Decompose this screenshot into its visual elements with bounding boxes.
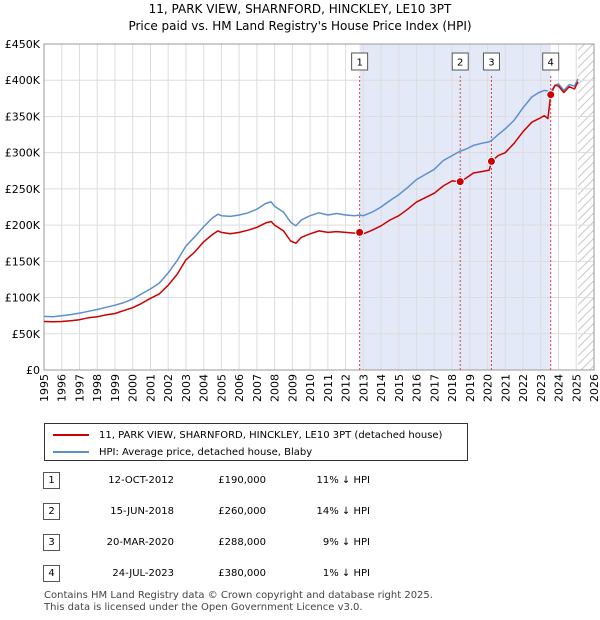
sale-marker-box	[451, 52, 469, 71]
forecast-region	[578, 44, 594, 370]
x-tick-label: 2011	[322, 374, 335, 402]
transaction-hpi-diff: 11% ↓ HPI	[316, 475, 370, 486]
sale-point	[486, 156, 496, 166]
x-tick-label: 2010	[304, 374, 317, 402]
y-tick-label: £350K	[5, 110, 41, 123]
transaction-row: 1 12-OCT-2012 £190,000 11% ↓ HPI	[0, 472, 600, 492]
y-tick-label: £250K	[5, 183, 41, 196]
x-tick-label: 1999	[109, 374, 122, 402]
x-tick-label: 1996	[56, 374, 69, 402]
transaction-row: 2 15-JUN-2018 £260,000 14% ↓ HPI	[0, 503, 600, 523]
y-tick-label: £450K	[5, 38, 41, 51]
sale-marker-label: 4	[548, 58, 554, 69]
footer-licence: This data is licensed under the Open Gov…	[44, 602, 363, 613]
x-tick-label: 2022	[517, 374, 530, 402]
x-tick-label: 2018	[446, 374, 459, 402]
y-tick-label: £400K	[5, 74, 41, 87]
transaction-number: 2	[43, 503, 60, 520]
sale-marker-label: 3	[488, 58, 494, 69]
sale-point	[546, 90, 556, 100]
y-tick-label: £300K	[5, 147, 41, 160]
x-tick-label: 2026	[588, 374, 600, 402]
y-tick-label: £200K	[5, 219, 41, 232]
hpi-line	[43, 78, 579, 318]
transaction-number: 1	[43, 472, 60, 489]
sale-marker-box	[351, 52, 369, 71]
transaction-date: 20-MAR-2020	[106, 537, 174, 548]
legend-line-property	[53, 434, 89, 436]
transaction-price: £260,000	[218, 506, 266, 517]
x-tick-label: 2001	[144, 374, 157, 402]
x-tick-label: 2021	[499, 374, 512, 402]
transaction-number: 4	[43, 565, 60, 582]
transaction-row: 3 20-MAR-2020 £288,000 9% ↓ HPI	[0, 534, 600, 554]
x-tick-label: 2009	[286, 374, 299, 402]
legend-item-property: 11, PARK VIEW, SHARNFORD, HINCKLEY, LE10…	[53, 427, 442, 443]
transaction-date: 15-JUN-2018	[110, 506, 174, 517]
legend-label-hpi: HPI: Average price, detached house, Blab…	[99, 446, 313, 458]
x-tick-label: 2005	[215, 374, 228, 402]
x-tick-label: 2016	[411, 374, 424, 402]
y-tick-label: £0	[26, 364, 40, 377]
x-tick-label: 2017	[428, 374, 441, 402]
y-tick-label: £150K	[5, 255, 41, 268]
x-tick-label: 2000	[127, 374, 140, 402]
y-tick-label: £100K	[5, 292, 41, 305]
x-tick-label: 2014	[375, 374, 388, 402]
sale-marker-box	[542, 52, 560, 71]
legend: 11, PARK VIEW, SHARNFORD, HINCKLEY, LE10…	[44, 423, 468, 461]
legend-line-hpi	[53, 451, 89, 453]
property-price-line	[43, 81, 579, 323]
transaction-hpi-diff: 1% ↓ HPI	[322, 568, 370, 579]
transaction-number: 3	[43, 534, 60, 551]
sale-marker-label: 2	[457, 58, 463, 69]
y-tick-label: £50K	[12, 328, 41, 341]
price-chart: £0 £50K £100K £150K £200K £250K £300K £350K £400…	[5, 38, 600, 402]
x-tick-label: 2023	[535, 374, 548, 402]
x-tick-label: 2025	[570, 374, 583, 402]
transaction-price: £288,000	[218, 537, 266, 548]
sale-point	[355, 227, 365, 237]
sale-marker-box	[482, 52, 500, 71]
x-tick-label: 2007	[251, 374, 264, 402]
plot-frame	[43, 43, 595, 371]
transaction-hpi-diff: 14% ↓ HPI	[316, 506, 370, 517]
transaction-row: 4 24-JUL-2023 £380,000 1% ↓ HPI	[0, 565, 600, 585]
transaction-hpi-diff: 9% ↓ HPI	[322, 537, 370, 548]
chart-subtitle: Price paid vs. HM Land Registry's House …	[128, 19, 472, 33]
x-tick-label: 2006	[233, 374, 246, 402]
legend-label-property: 11, PARK VIEW, SHARNFORD, HINCKLEY, LE10…	[99, 429, 443, 441]
x-tick-label: 2003	[180, 374, 193, 402]
shaded-region	[359, 44, 551, 370]
x-tick-label: 2008	[269, 374, 282, 402]
footer-copyright: Contains HM Land Registry data © Crown c…	[44, 590, 433, 601]
footer: Contains HM Land Registry data © Crown c…	[44, 590, 433, 614]
sale-marker-label: 1	[356, 58, 362, 69]
x-tick-label: 2004	[198, 374, 211, 402]
x-tick-label: 2024	[553, 374, 566, 402]
x-tick-label: 1997	[73, 374, 86, 402]
chart-title: 11, PARK VIEW, SHARNFORD, HINCKLEY, LE10…	[148, 2, 452, 16]
x-tick-label: 1995	[38, 374, 51, 402]
x-tick-label: 2013	[357, 374, 370, 402]
x-tick-label: 2015	[393, 374, 406, 402]
x-tick-label: 1998	[91, 374, 104, 402]
transaction-date: 12-OCT-2012	[108, 475, 174, 486]
x-tick-label: 2012	[340, 374, 353, 402]
x-tick-label: 2002	[162, 374, 175, 402]
transaction-date: 24-JUL-2023	[112, 568, 174, 579]
transaction-price: £190,000	[218, 475, 266, 486]
legend-item-hpi: HPI: Average price, detached house, Blab…	[53, 444, 312, 460]
transaction-price: £380,000	[218, 568, 266, 579]
x-tick-label: 2019	[464, 374, 477, 402]
sale-point	[455, 177, 465, 187]
x-tick-label: 2020	[482, 374, 495, 402]
